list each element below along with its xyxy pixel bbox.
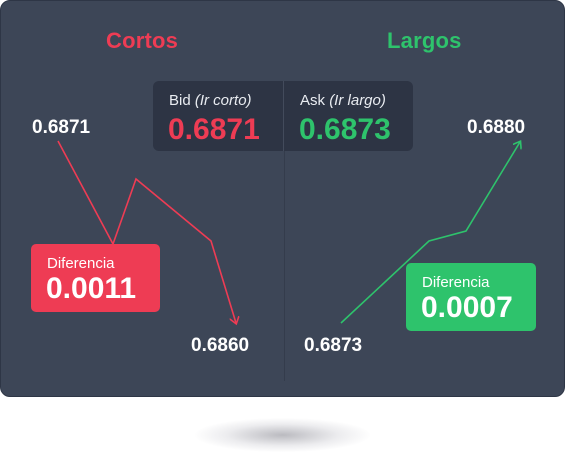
short-heading: Cortos [106,28,179,53]
long-difference-value: 0.0007 [421,291,513,324]
short-price-line [57,140,236,323]
ask-label: Ask (Ir largo) [300,92,386,109]
short-difference-label: Diferencia [47,255,115,272]
long-difference-label: Diferencia [422,274,490,291]
long-exit-price: 0.6880 [467,117,526,138]
ask-label-text: Ask [300,92,326,109]
center-divider [284,81,285,381]
short-difference-value: 0.0011 [46,272,137,305]
long-price-line [340,142,520,324]
quote-panel: Bid (Ir corto) 0.6871 Ask (Ir largo) 0.6… [153,81,413,151]
ask-label-sub: (Ir largo) [329,92,386,109]
bid-label-sub: (Ir corto) [194,92,252,109]
short-difference-badge: Diferencia 0.0011 [31,244,160,312]
long-entry-price: 0.6873 [304,335,363,356]
long-difference-badge: Diferencia 0.0007 [406,263,536,331]
long-heading: Largos [387,28,462,53]
trade-card: Cortos Largos Bid (Ir corto) 0.6871 Ask … [0,0,565,397]
price-lines [57,1,565,397]
bid-label: Bid (Ir corto) [169,92,252,109]
bid-value: 0.6871 [168,113,260,146]
short-exit-price: 0.6860 [191,335,250,356]
card-shadow [195,418,370,452]
short-entry-price: 0.6871 [32,117,91,138]
bid-label-text: Bid [169,92,191,109]
ask-value: 0.6873 [299,113,391,146]
quote-separator [283,81,284,151]
